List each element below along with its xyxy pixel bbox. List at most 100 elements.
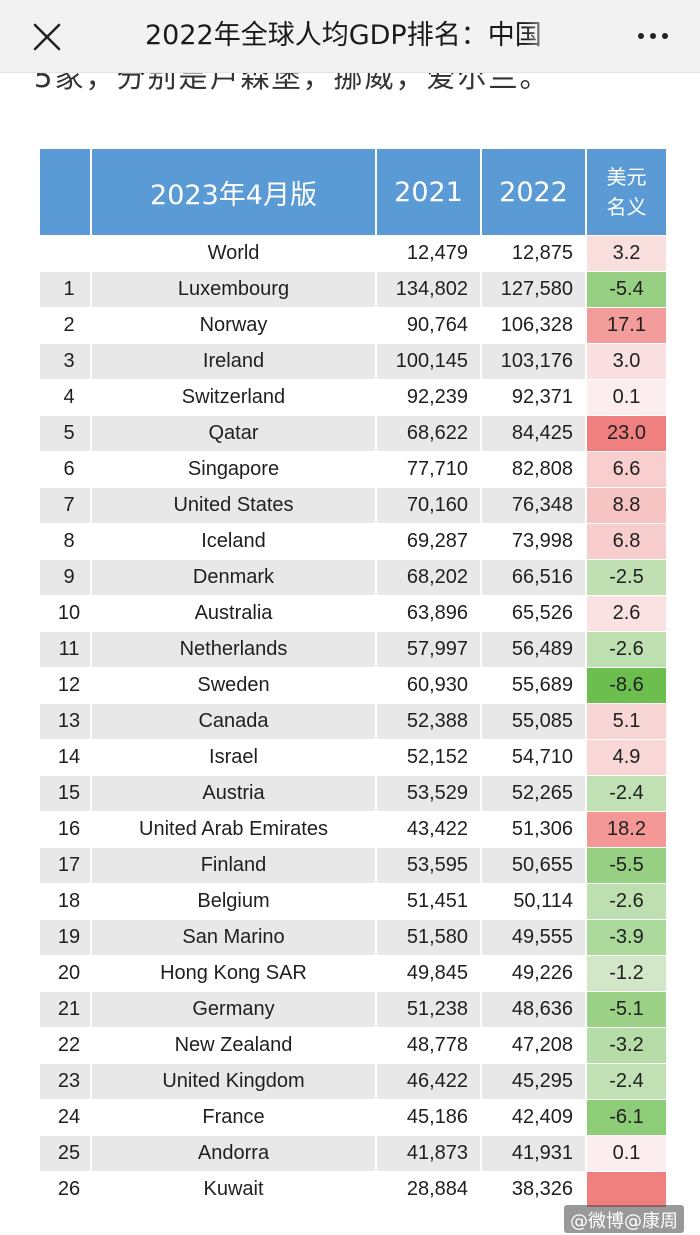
gdp-2021-cell: 12,479 (406, 242, 468, 264)
change-cell: -2.4 (587, 776, 666, 811)
gdp-2022-cell: 84,425 (482, 416, 585, 451)
rank-cell: 14 (40, 740, 90, 775)
table-row: World 12,479 12,875 3.2 (40, 236, 666, 271)
rank-cell: 4 (40, 380, 90, 415)
table-row: 7 United States 70,160 76,348 8.8 (40, 488, 666, 523)
change-cell: 3.0 (587, 344, 666, 379)
rank-cell: 23 (40, 1064, 90, 1099)
country-cell: Iceland (201, 530, 266, 552)
table-row: 20 Hong Kong SAR 49,845 49,226 -1.2 (40, 956, 666, 991)
rank-cell: 10 (40, 596, 90, 631)
table-row: 25 Andorra 41,873 41,931 0.1 (40, 1136, 666, 1171)
change-cell: 23.0 (587, 416, 666, 451)
country-cell: San Marino (92, 920, 375, 955)
rank-cell: 21 (40, 992, 90, 1027)
header-change: 美元 名义 (587, 149, 666, 235)
change-cell: 0.1 (587, 380, 666, 415)
gdp-2021-cell: 49,845 (406, 962, 468, 984)
gdp-2021-cell: 43,422 (406, 818, 468, 840)
change-cell: -2.4 (587, 1064, 666, 1099)
gdp-2021-cell: 90,764 (406, 314, 468, 336)
rank-number: 10 (57, 602, 81, 624)
page-title: 2022年全球人均GDP排名：中国 (145, 16, 575, 56)
gdp-2022-cell: 54,710 (511, 746, 573, 768)
rank-number: 22 (57, 1034, 81, 1056)
rank-cell: 6 (40, 452, 90, 487)
gdp-2022-cell: 45,295 (482, 1064, 585, 1099)
header-edition: 2023年4月版 (92, 149, 375, 235)
gdp-2021-cell: 46,422 (377, 1064, 480, 1099)
table-row: 22 New Zealand 48,778 47,208 -3.2 (40, 1028, 666, 1063)
rank-number: 8 (63, 530, 75, 552)
rank-cell: 13 (40, 704, 90, 739)
country-cell: Netherlands (92, 632, 375, 667)
header-change-text: 美元 名义 (606, 165, 647, 219)
gdp-2021-cell: 77,710 (406, 458, 468, 480)
gdp-2022-cell: 103,176 (482, 344, 585, 379)
table-row: 18 Belgium 51,451 50,114 -2.6 (40, 884, 666, 919)
rank-number: 12 (57, 674, 81, 696)
gdp-2021-cell: 28,884 (406, 1178, 468, 1200)
table-header-row: 2023年4月版 2021 2022 美元 名义 (40, 149, 666, 235)
country-cell: United States (92, 488, 375, 523)
rank-cell (40, 236, 90, 271)
gdp-2022-cell: 47,208 (511, 1034, 573, 1056)
change-cell: -2.6 (587, 632, 666, 667)
gdp-2022-cell: 49,555 (482, 920, 585, 955)
rank-number: 4 (63, 386, 75, 408)
gdp-2021-cell: 68,622 (377, 416, 480, 451)
close-button[interactable] (30, 20, 64, 54)
table-row: 19 San Marino 51,580 49,555 -3.9 (40, 920, 666, 955)
gdp-2022-cell: 66,516 (482, 560, 585, 595)
header-2022: 2022 (482, 149, 585, 235)
country-cell: Austria (92, 776, 375, 811)
rank-number: 20 (57, 962, 81, 984)
rank-number: 9 (63, 566, 75, 588)
rank-number: 24 (57, 1106, 81, 1128)
gdp-2022-cell: 51,306 (511, 818, 573, 840)
country-cell: United Kingdom (92, 1064, 375, 1099)
rank-number: 2 (63, 314, 75, 336)
gdp-2022-cell: 65,526 (511, 602, 573, 624)
close-icon (33, 23, 61, 51)
gdp-2021-cell: 52,152 (406, 746, 468, 768)
top-bar: 2022年全球人均GDP排名：中国 (0, 0, 700, 73)
rank-number: 5 (63, 422, 75, 444)
more-button[interactable] (636, 24, 670, 48)
country-cell: Finland (92, 848, 375, 883)
country-cell: United Arab Emirates (139, 818, 328, 840)
change-cell: 2.6 (587, 596, 666, 631)
country-cell: Denmark (92, 560, 375, 595)
rank-cell: 24 (40, 1100, 90, 1135)
gdp-2021-cell: 53,529 (377, 776, 480, 811)
gdp-2021-cell: 51,238 (377, 992, 480, 1027)
rank-cell: 17 (40, 848, 90, 883)
country-cell: Switzerland (181, 386, 286, 408)
rank-cell: 15 (40, 776, 90, 811)
table-row: 15 Austria 53,529 52,265 -2.4 (40, 776, 666, 811)
gdp-2022-cell: 42,409 (511, 1106, 573, 1128)
gdp-2022-cell: 52,265 (482, 776, 585, 811)
country-cell: Australia (194, 602, 273, 624)
table-row: 26 Kuwait 28,884 38,326 (40, 1172, 666, 1207)
rank-number: 23 (57, 1070, 81, 1092)
gdp-2021-cell: 60,930 (406, 674, 468, 696)
gdp-2021-cell: 45,186 (406, 1106, 468, 1128)
rank-number: 7 (63, 494, 75, 516)
table-row: 6 Singapore 77,710 82,808 6.6 (40, 452, 666, 487)
header-2021: 2021 (377, 149, 480, 235)
gdp-2022-cell: 48,636 (482, 992, 585, 1027)
country-cell: Israel (209, 746, 258, 768)
rank-number: 13 (57, 710, 81, 732)
rank-cell: 22 (40, 1028, 90, 1063)
country-cell: Luxembourg (92, 272, 375, 307)
gdp-2022-cell: 56,489 (482, 632, 585, 667)
country-cell: Hong Kong SAR (160, 962, 307, 984)
change-cell: -3.2 (587, 1028, 666, 1063)
table-row: 5 Qatar 68,622 84,425 23.0 (40, 416, 666, 451)
change-cell: 6.8 (587, 524, 666, 559)
gdp-2021-cell: 52,388 (377, 704, 480, 739)
gdp-2022-cell: 73,998 (511, 530, 573, 552)
rank-cell: 12 (40, 668, 90, 703)
rank-cell: 5 (40, 416, 90, 451)
